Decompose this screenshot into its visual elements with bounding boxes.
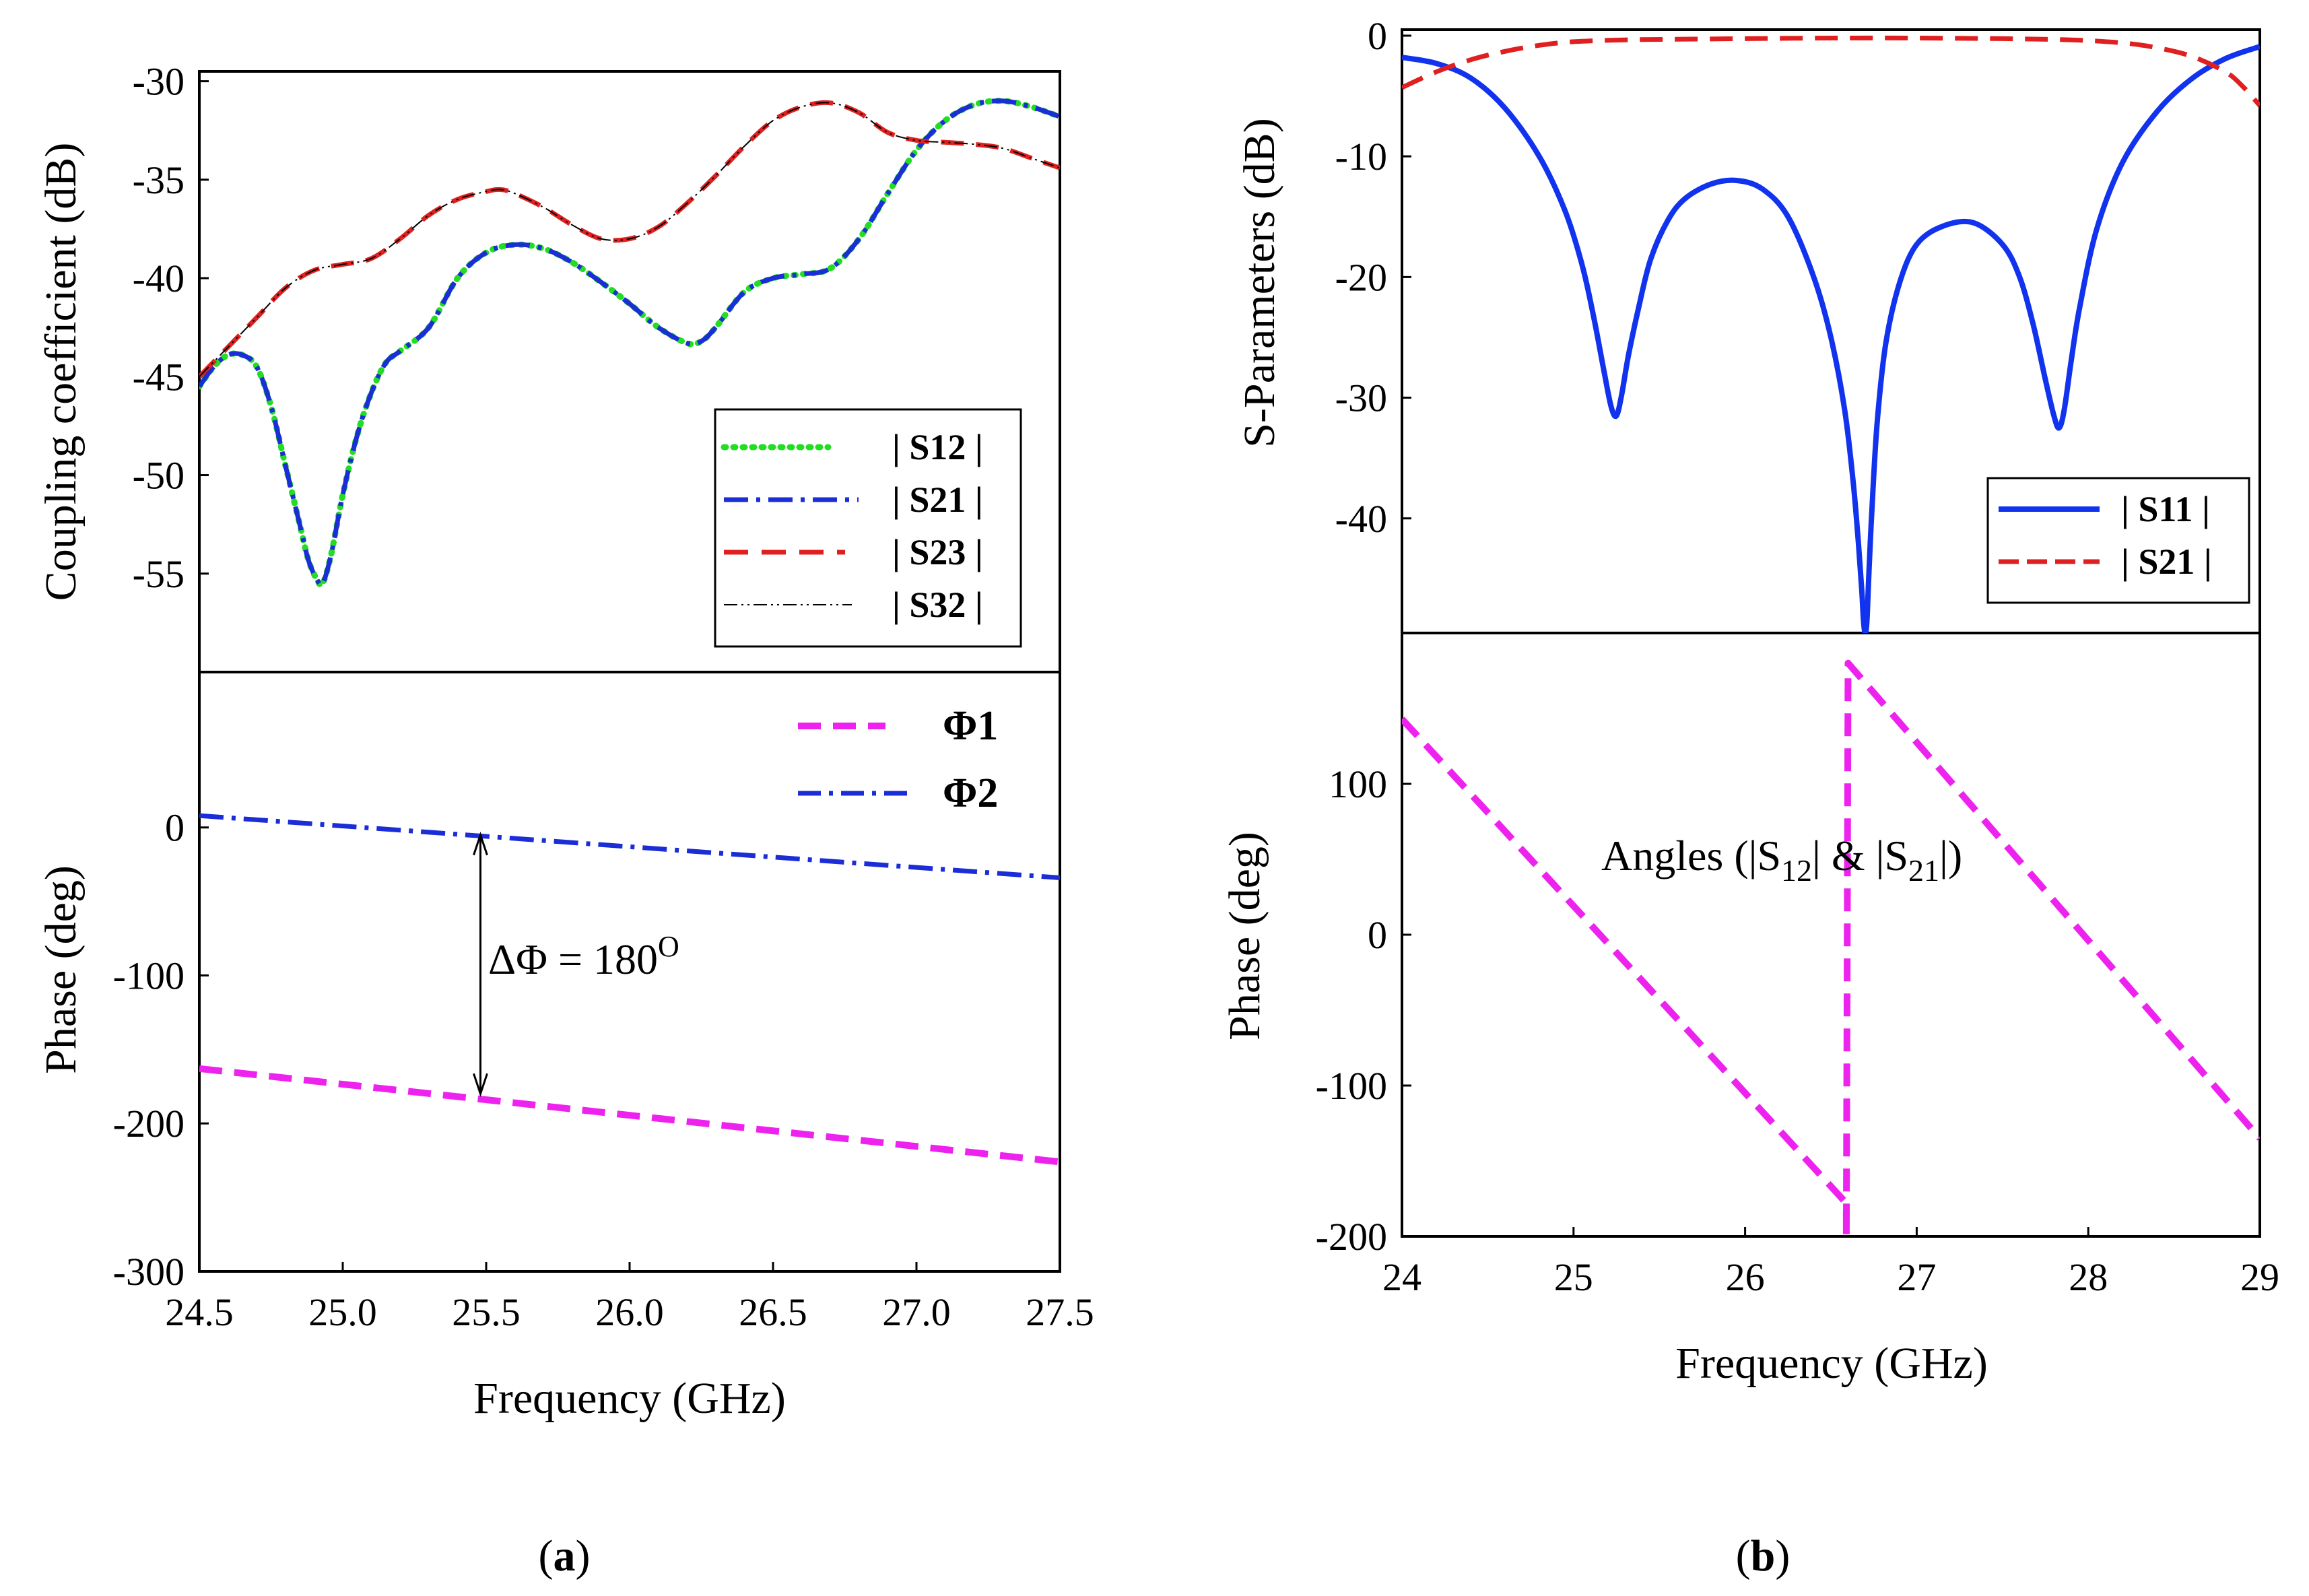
a_top-ytick-label-2: -45 [133,355,185,399]
delta-phi-arrow-head-top [473,831,488,856]
b_top-series-s11-line [1402,44,2260,633]
b_bottom-ytick-label-3: 100 [1329,762,1387,806]
angles-sub-12: 12 [1781,853,1812,888]
b_bottom-xtick-label-0: 24 [1382,1255,1421,1299]
b_top-series-s21-line [1402,35,2260,108]
plot-area-a-bottom: -300 -200 -100 0 24.5 25.0 25.5 26.0 26.5 27.0 27.… [113,806,1094,1334]
delta-phi-arrow [473,831,488,1098]
a_bottom-xtick-label-4: 26.5 [739,1290,807,1334]
a_top-ytick-label-5: -30 [133,60,185,104]
plot-area-a-top: -55 -50 -45 -40 -35 -30 [133,60,1060,596]
a_bottom-series-group [199,813,1060,1166]
plot-area-b-bottom: -200 -100 0 100 24 25 26 27 28 29 [1316,659,2279,1299]
b_top-ytick-label-0: -40 [1335,497,1387,541]
a-x-axis-label: Frequency (GHz) [473,1374,786,1423]
legend-s32-label: | S32 | [892,585,983,625]
legend-b-top-box [1986,477,2250,604]
b_top-ytick-label-2: -20 [1335,255,1387,299]
legend-s11-label: | S11 | [2121,489,2210,529]
caption-a-letter: a [554,1531,576,1581]
legend-a-top: | S12 | | S21 | | S23 | | S32 | [714,408,1022,648]
delta-phi-label: ΔΦ = 180O [488,930,679,983]
a_bottom-ytick-label-0: -300 [113,1250,185,1294]
plot-area-b-top: -40 -30 -20 -10 0 [1335,14,2260,633]
b_top-series-group [1402,35,2260,633]
b_bottom-xtick-label-3: 27 [1897,1255,1936,1299]
a_top-series-s23-line [199,100,1060,378]
legend-s23-label: | S23 | [892,532,983,572]
b_bottom-series-angles-line [1402,659,2260,1236]
b_bottom-ytick-label-1: -100 [1316,1064,1387,1108]
panel-a: -55 -50 -45 -40 -35 -30 -300 -200 -100 0 24.5 25.0… [36,60,1094,1581]
a_bottom-xtick-label-3: 26.0 [595,1290,664,1334]
legend-s21-label: | S21 | [892,479,983,520]
legend-phi2-label: Φ2 [943,770,998,816]
delta-phi-text: ΔΦ = 180 [488,935,658,983]
caption-b-letter: b [1751,1531,1776,1581]
b_bottom-xtick-label-5: 29 [2240,1255,2279,1299]
a_bottom-xtick-label-0: 24.5 [165,1290,234,1334]
b_top-ytick-label-1: -30 [1335,376,1387,420]
a_top-series-s12-line [199,98,1060,589]
b_bottom-xtick-label-4: 28 [2069,1255,2108,1299]
a_bottom-ytick-label-3: 0 [165,806,185,850]
a_top-series-s32-line [199,102,1060,377]
b_bottom-xtick-label-1: 25 [1554,1255,1593,1299]
a_bottom-series-1-line [199,1065,1060,1166]
panel-b-bottom-frame [1401,632,2261,1238]
legend-a-top-box [714,408,1022,648]
b_bottom-ytick-label-0: -200 [1316,1215,1387,1259]
a_top-ytick-label-0: -55 [133,552,185,596]
a_bottom-ytick-label-1: -200 [113,1102,185,1145]
legend-s12-label: | S12 | [892,427,983,467]
delta-phi-degree-symbol: O [658,930,679,963]
angles-sub-21: 21 [1908,853,1939,888]
a_bottom-ytick-label-2: -100 [113,954,185,997]
a_top-series-group [199,98,1060,589]
legend-b-s21-label: | S21 | [2121,541,2212,582]
legend-phi1-label: Φ1 [943,703,998,749]
b_bottom-ytick-label-2: 0 [1368,913,1387,957]
b_bottom-series-group [1402,659,2260,1236]
angles-annotation: Angles (|S12| & |S21|) [1601,832,1962,888]
legend-a-bottom: Φ1 Φ2 [798,703,998,816]
a_bottom-xtick-label-2: 25.5 [452,1290,521,1334]
a-bottom-y-axis-label: Phase (deg) [36,865,86,1074]
b_top-ytick-label-4: 0 [1368,14,1387,58]
a_top-ytick-label-4: -35 [133,158,185,202]
caption-b: (b) [1736,1531,1791,1581]
b_bottom-xtick-label-2: 26 [1726,1255,1765,1299]
a-top-y-axis-label: Coupling coefficient (dB) [36,143,86,601]
b_top-ytick-label-3: -10 [1335,135,1387,178]
a_bottom-xtick-label-5: 27.0 [882,1290,951,1334]
a_top-ytick-label-3: -40 [133,257,185,300]
a_top-series-s21-line [199,98,1060,588]
caption-a: (a) [539,1531,591,1581]
b-x-axis-label: Frequency (GHz) [1675,1339,1988,1388]
b-top-y-axis-label: S-Parameters (dB) [1235,118,1284,447]
a_bottom-xtick-label-1: 25.0 [308,1290,377,1334]
delta-phi-annotation: ΔΦ = 180O [473,831,679,1098]
b-bottom-y-axis-label: Phase (deg) [1220,832,1269,1040]
legend-b-top: | S11 | | S21 | [1986,477,2250,604]
delta-phi-arrow-head-bottom [473,1073,488,1098]
a_bottom-xtick-label-6: 27.5 [1026,1290,1094,1334]
a_top-ytick-label-1: -50 [133,454,185,498]
a_bottom-series-2-line [199,813,1060,880]
